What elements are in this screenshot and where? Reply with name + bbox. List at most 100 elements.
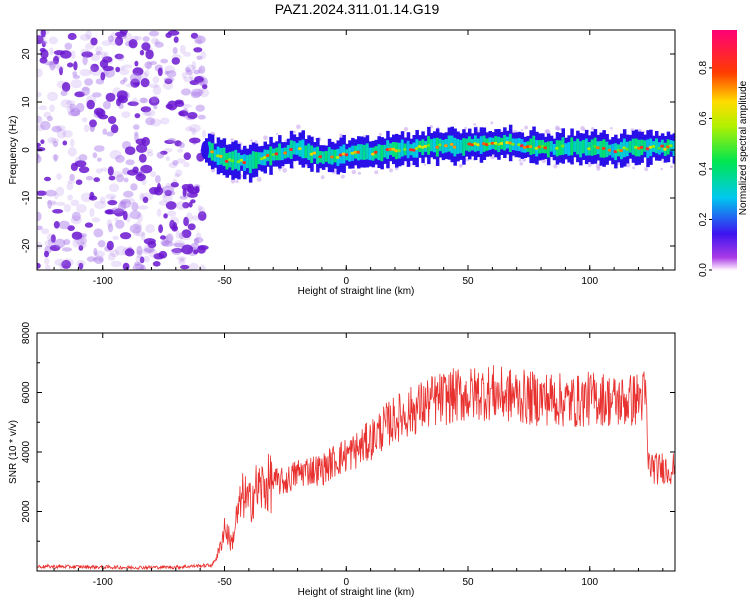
noise-blob [49,244,61,252]
ridge-core [426,144,431,147]
noise-blob [56,65,64,72]
noise-blob [178,258,186,266]
ridge-mid [631,138,636,155]
noise-blob [124,248,135,257]
ridge-halo [293,130,296,134]
colorbar-swatch [712,160,737,163]
colorbar-swatch [712,54,737,57]
colorbar-swatch [712,38,737,41]
colorbar-swatch [712,142,737,145]
noise-blob [37,124,45,132]
noise-blob [185,69,193,76]
noise-blob [163,77,175,82]
noise-blob [48,60,60,69]
noise-blob [165,182,172,188]
colorbar-swatch [712,240,737,243]
colorbar-tick-label: 0.4 [698,162,709,176]
ridge-mid [254,151,259,169]
noise-blob [107,253,116,261]
colorbar-swatch [712,48,737,51]
noise-blob [92,152,98,159]
noise-blob [72,238,79,248]
ridge-core [397,149,402,153]
noise-blob [152,261,161,267]
noise-blob [73,61,78,71]
ridge-halo [351,169,356,175]
noise-blob [81,86,90,96]
noise-blob [47,91,58,102]
noise-blob [37,115,42,123]
noise-blob [179,44,186,54]
x-tick-label: 50 [462,577,474,588]
figure-title: PAZ1.2024.311.01.14.G19 [275,1,440,17]
colorbar-swatch [712,70,737,73]
ridge-mid [579,141,583,158]
noise-blob [173,240,186,249]
y-tick-label: 20 [21,48,32,60]
x-tick-label: 0 [343,276,349,287]
colorbar-swatch [712,46,737,49]
noise-blob [37,211,42,222]
noise-blob [47,238,56,247]
noise-blob [53,221,60,229]
noise-blob [196,55,203,61]
ridge-core [289,148,294,151]
ridge-halo [389,168,393,173]
ridge-mid [532,135,536,155]
noise-blob [167,137,177,143]
noise-blob [142,196,149,203]
noise-blob [186,185,195,193]
ridge-mid [348,147,352,162]
colorbar-swatch [712,214,737,217]
colorbar-swatch [712,218,737,221]
colorbar-swatch [712,98,737,101]
colorbar-swatch [712,106,737,109]
noise-blob [157,67,163,77]
noise-blob [41,41,46,48]
ridge-mid [514,138,519,151]
x-axis-label: Height of straight line (km) [298,286,415,297]
colorbar-swatch [712,250,737,253]
ridge-mid [552,144,557,155]
noise-blob [198,206,206,216]
noise-blob [115,245,127,256]
noise-blob [109,149,122,160]
noise-blob [145,148,154,154]
ridge-halo [595,163,601,169]
noise-blob [130,183,138,191]
noise-blob [70,215,82,225]
noise-blob [156,208,162,217]
noise-blob [184,67,191,73]
noise-blob [183,51,192,57]
noise-blob [86,99,95,110]
noise-blob [164,65,176,74]
noise-blob [66,182,74,191]
noise-blob [195,80,207,86]
noise-blob [67,225,75,232]
noise-blob [149,187,159,195]
noise-blob [158,250,168,259]
noise-blob [89,123,96,133]
colorbar-swatch [712,238,737,241]
noise-blob [165,103,174,110]
colorbar-swatch [712,234,737,237]
noise-blob [185,64,196,72]
noise-blob [164,70,169,75]
noise-blob [105,193,117,200]
noise-blob [132,166,139,174]
colorbar-swatch [712,154,737,157]
x-tick-label: 0 [343,577,349,588]
noise-blob [122,77,128,82]
noise-blob [37,147,46,152]
noise-blob [80,48,91,55]
noise-blob [197,35,202,45]
ridge-mid [321,151,326,164]
colorbar-swatch [712,76,737,79]
colorbar-swatch [712,134,737,137]
colorbar-swatch [712,102,737,105]
ridge-halo [357,171,361,175]
ridge-mid [365,143,370,160]
colorbar-swatch [712,268,737,271]
noise-blob [93,256,104,265]
noise-blob [200,51,207,60]
